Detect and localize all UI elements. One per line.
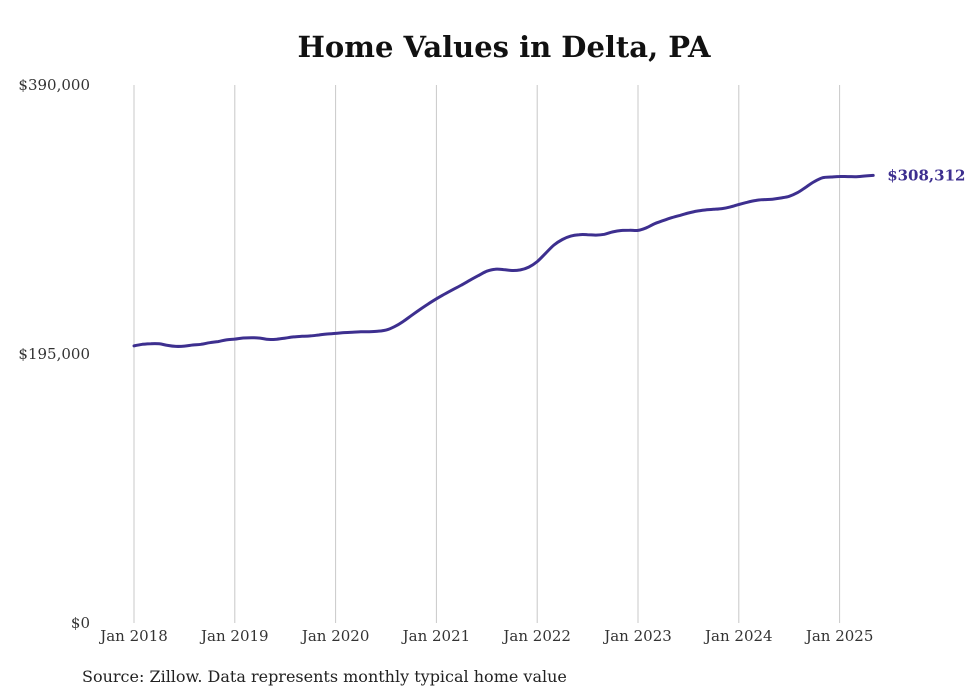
x-tick-label: Jan 2023 [602,627,672,645]
series-line [132,173,875,348]
x-tick-label: Jan 2024 [703,627,773,645]
y-axis-tick-labels: $390,000 $195,000 $0 [18,76,90,632]
gridlines [133,85,841,623]
end-label-layer: $308,312 [887,166,965,184]
x-axis-tick-labels: Jan 2018 Jan 2019 Jan 2020 Jan 2021 Jan 2022… [98,627,873,645]
x-tick-label: Jan 2020 [300,627,370,645]
x-tick-label: Jan 2022 [501,627,571,645]
x-tick-label: Jan 2021 [401,627,471,645]
x-tick-label: Jan 2025 [804,627,874,645]
y-tick-label: $0 [71,614,90,632]
series-layer [132,173,875,348]
y-tick-label: $390,000 [18,76,90,94]
x-tick-label: Jan 2018 [98,627,168,645]
end-value-label: $308,312 [887,166,965,184]
y-tick-label: $195,000 [18,345,90,363]
chart-title: Home Values in Delta, PA [297,30,711,64]
source-note: Source: Zillow. Data represents monthly … [82,667,567,686]
x-tick-label: Jan 2019 [199,627,269,645]
